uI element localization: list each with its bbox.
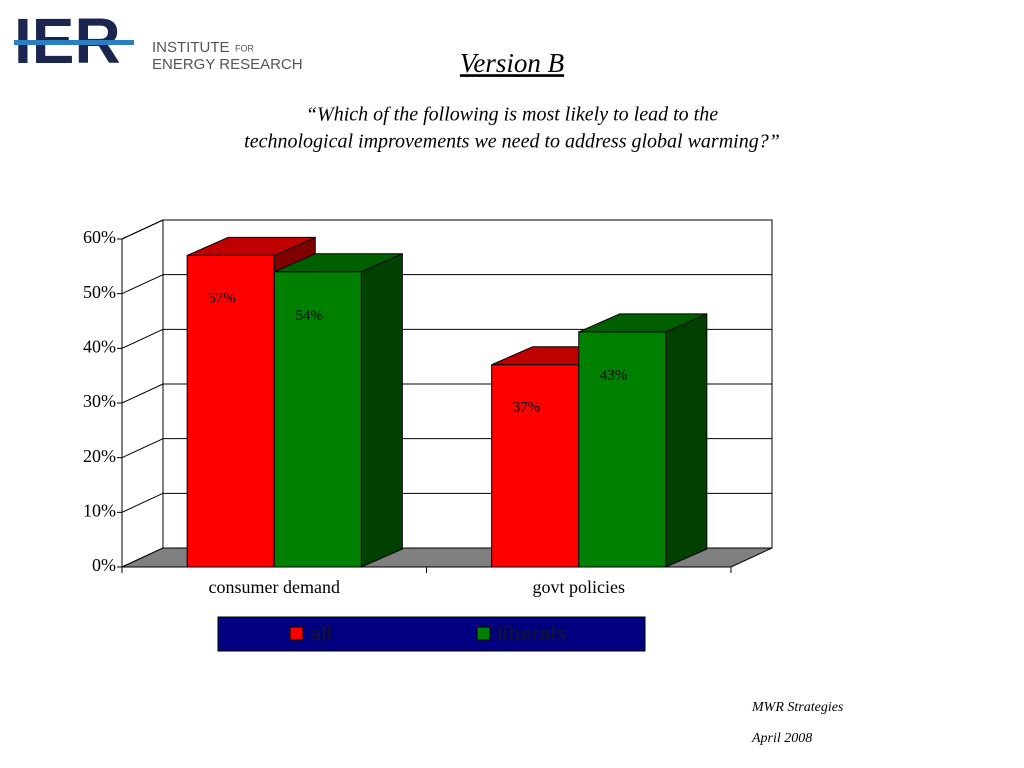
legend-swatch	[289, 626, 304, 641]
bar	[491, 364, 580, 568]
grid-line-side	[121, 219, 164, 240]
chart-title: Version B	[460, 48, 564, 78]
legend-label: all	[310, 623, 332, 645]
grid-line-side	[121, 492, 164, 513]
legend-box	[217, 616, 646, 652]
y-tick-label: 60%	[83, 227, 116, 247]
y-tick-label: 10%	[83, 500, 116, 520]
data-label: 43%	[600, 368, 628, 384]
logo-line1: INSTITUTE	[152, 39, 230, 56]
bar	[273, 271, 362, 568]
grid-line-side	[121, 274, 164, 295]
footer-source: MWR Strategies	[751, 700, 844, 715]
bar	[186, 254, 275, 568]
logo-stripe	[14, 40, 134, 45]
bar	[578, 331, 667, 568]
chart-subtitle: technological improvements we need to ad…	[244, 131, 780, 153]
grid-line-side	[121, 328, 164, 349]
bar-side	[665, 313, 708, 568]
legend-label: liberals	[497, 623, 567, 645]
y-tick-label: 40%	[83, 336, 116, 356]
y-tick-label: 50%	[83, 282, 116, 302]
data-label: 57%	[208, 291, 236, 307]
bar-side	[360, 253, 403, 568]
logo: IER INSTITUTE FOR ENERGY RESEARCH	[14, 5, 303, 77]
data-label: 37%	[513, 400, 541, 416]
grid-line-side	[121, 438, 164, 459]
logo-line1-small: FOR	[235, 43, 254, 53]
legend-swatch	[476, 626, 491, 641]
footer-date: April 2008	[751, 731, 812, 746]
y-tick-label: 30%	[83, 391, 116, 411]
x-tick-label: govt policies	[533, 577, 626, 597]
logo-line2: ENERGY RESEARCH	[152, 56, 303, 73]
y-tick-label: 20%	[83, 446, 116, 466]
y-tick-label: 0%	[92, 555, 116, 575]
data-label: 54%	[295, 308, 323, 324]
x-tick-label: consumer demand	[209, 577, 340, 597]
grid-line-side	[121, 383, 164, 404]
chart-subtitle: “Which of the following is most likely t…	[306, 104, 718, 126]
